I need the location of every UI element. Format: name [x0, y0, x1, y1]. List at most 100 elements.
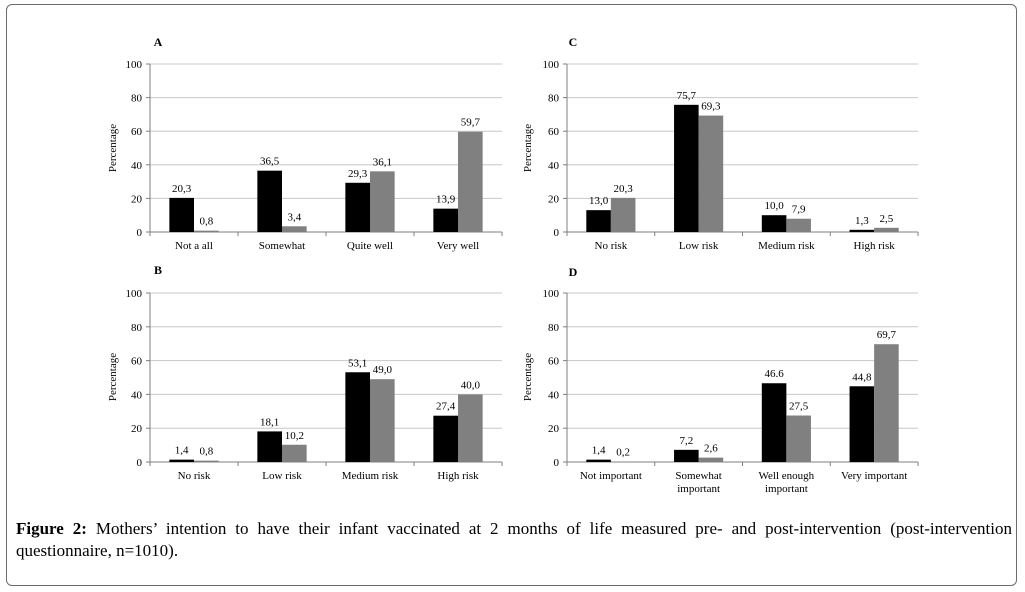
bar-a-post — [194, 230, 219, 232]
bar-d-post — [698, 457, 724, 462]
bar-c-pre — [849, 229, 875, 232]
bar-b-post — [282, 444, 307, 462]
y-tick-label-d: 60 — [548, 356, 560, 368]
data-label-d: 44,8 — [852, 371, 872, 383]
data-label-a: 13,9 — [436, 194, 456, 206]
data-label-a: 36,1 — [373, 156, 392, 168]
data-label-b: 49,0 — [373, 364, 393, 376]
data-label-d: 27,5 — [789, 401, 809, 413]
bar-a-pre — [345, 182, 370, 232]
data-label-a: 0,8 — [199, 216, 213, 228]
bar-c-pre — [586, 210, 611, 232]
x-tick-label-a: Somewhat — [259, 240, 305, 252]
data-label-a: 20,3 — [172, 183, 192, 195]
bar-c-post — [610, 197, 636, 232]
bar-c-pre — [674, 104, 699, 232]
y-tick-label-d: 100 — [543, 288, 560, 300]
y-tick-label-a: 20 — [131, 193, 143, 205]
bar-b-pre — [433, 415, 458, 462]
bar-d-pre — [674, 449, 699, 462]
y-tick-label-d: 80 — [548, 322, 560, 334]
x-tick-label-a: Quite well — [347, 240, 393, 252]
y-tick-label-a: 100 — [126, 59, 143, 71]
bar-b-pre — [169, 459, 194, 462]
data-label-d: 2,6 — [704, 443, 718, 455]
bar-c-post — [698, 115, 724, 232]
data-label-d: 46.6 — [764, 368, 784, 380]
bar-a-post — [458, 131, 483, 232]
y-tick-label-c: 20 — [548, 193, 560, 205]
y-tick-label-b: 40 — [131, 389, 143, 401]
x-tick-label-d: Somewhat — [675, 470, 721, 482]
data-label-a: 3,4 — [287, 211, 301, 223]
y-tick-label-a: 40 — [131, 160, 143, 172]
y-tick-label-c: 40 — [548, 160, 560, 172]
bar-a-post — [282, 226, 307, 232]
bar-d-pre — [761, 383, 787, 462]
x-tick-label-d: Well enough — [759, 470, 815, 482]
y-tick-label-a: 0 — [137, 227, 143, 239]
data-label-c: 1,3 — [855, 215, 869, 227]
bar-d-post — [786, 415, 811, 462]
data-label-b: 27,4 — [436, 401, 456, 413]
y-axis-title-c: Percentage — [522, 124, 534, 172]
y-tick-label-c: 100 — [543, 59, 560, 71]
x-tick-label-d: Very important — [841, 470, 907, 482]
data-label-d: 1,4 — [592, 445, 606, 457]
bar-d-pre — [586, 459, 611, 462]
panel-label-a: A — [154, 35, 163, 49]
panel-label-c: C — [569, 35, 578, 49]
data-label-b: 53,1 — [348, 357, 367, 369]
bar-c-pre — [761, 215, 787, 232]
y-tick-label-a: 80 — [131, 93, 143, 105]
x-tick-label-d: Not important — [580, 470, 642, 482]
y-tick-label-b: 20 — [131, 423, 143, 435]
bar-b-pre — [345, 372, 370, 462]
y-tick-label-c: 0 — [554, 227, 560, 239]
data-label-d: 0,2 — [616, 447, 630, 459]
bar-d-pre — [849, 386, 875, 462]
y-tick-label-b: 0 — [137, 457, 143, 469]
bar-b-pre — [257, 431, 282, 462]
bar-c-post — [874, 227, 899, 232]
bar-a-pre — [433, 208, 458, 232]
x-tick-label-d: important — [765, 483, 808, 495]
x-tick-label-c: No risk — [595, 240, 628, 252]
y-tick-label-b: 80 — [131, 322, 143, 334]
y-axis-title-a: Percentage — [107, 124, 119, 172]
x-tick-label-b: Medium risk — [342, 470, 399, 482]
data-label-b: 10,2 — [285, 430, 304, 442]
caption-label: Figure 2: — [16, 519, 87, 538]
y-tick-label-d: 0 — [554, 457, 560, 469]
data-label-c: 13,0 — [589, 195, 609, 207]
y-tick-label-b: 100 — [126, 288, 143, 300]
x-tick-label-b: High risk — [437, 470, 479, 482]
data-label-c: 2,5 — [880, 213, 894, 225]
data-label-b: 1,4 — [175, 445, 189, 457]
data-label-d: 7,2 — [679, 435, 693, 447]
bar-a-post — [370, 171, 395, 232]
caption-text: Mothers’ intention to have their infant … — [16, 519, 1013, 560]
data-label-c: 7,9 — [792, 204, 806, 216]
bar-a-pre — [257, 170, 282, 232]
figure-caption: Figure 2: Mothers’ intention to have the… — [16, 518, 1012, 562]
panel-label-b: B — [154, 263, 162, 277]
y-axis-title-d: Percentage — [522, 353, 534, 401]
y-axis-title-b: Percentage — [107, 353, 119, 401]
bar-d-post — [874, 344, 899, 462]
data-label-d: 69,7 — [877, 329, 897, 341]
data-label-a: 29,3 — [348, 168, 368, 180]
data-label-b: 40,0 — [461, 379, 481, 391]
data-label-c: 69,3 — [701, 101, 721, 113]
data-label-a: 36,5 — [260, 156, 280, 168]
y-tick-label-b: 60 — [131, 356, 143, 368]
panel-label-d: D — [569, 265, 578, 279]
data-label-c: 10,0 — [764, 200, 784, 212]
x-tick-label-c: Medium risk — [758, 240, 815, 252]
y-tick-label-a: 60 — [131, 126, 143, 138]
data-label-c: 75,7 — [677, 90, 697, 102]
bar-b-post — [458, 394, 483, 462]
y-tick-label-d: 20 — [548, 423, 560, 435]
bar-a-pre — [169, 197, 194, 232]
